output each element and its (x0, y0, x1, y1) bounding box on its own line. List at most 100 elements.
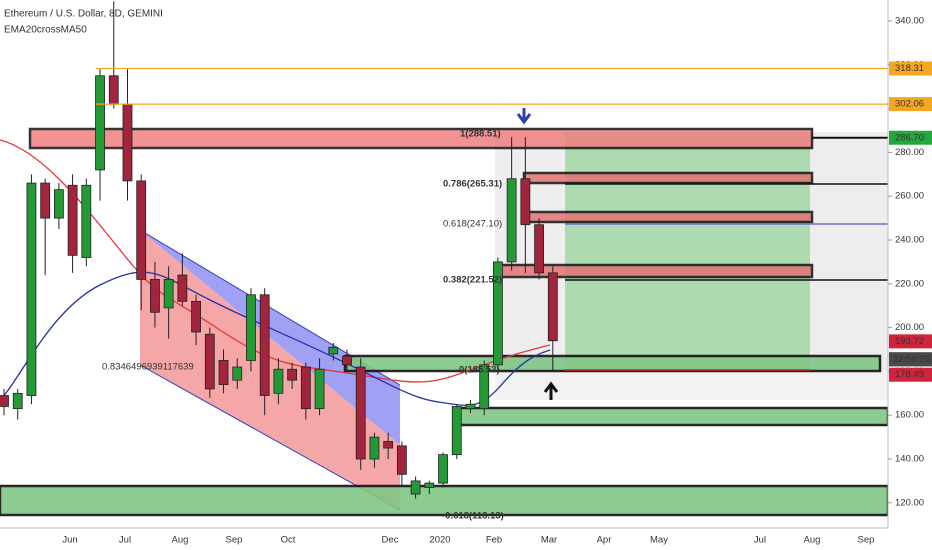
candles (0, 1, 558, 499)
x-tick-label: Jul (754, 535, 766, 546)
candle-body (396, 445, 407, 475)
x-tick-label: Apr (597, 535, 612, 546)
candle-body (40, 182, 51, 219)
candle-body (369, 436, 380, 460)
candle-body (12, 392, 23, 410)
x-tick-label: Feb (486, 535, 502, 546)
y-tick-label: 120.00 (895, 497, 924, 508)
indicator-label: EMA20crossMA50 (4, 25, 87, 36)
candle-body (0, 395, 9, 407)
price-label-bg (889, 367, 932, 382)
countdown: 22:59:25 (893, 354, 930, 365)
candle-body (355, 366, 366, 460)
candle-body (150, 279, 160, 313)
annotation: 0.618(247.10) (443, 219, 502, 230)
resistance-zone (522, 171, 814, 185)
candle-body (26, 182, 37, 396)
candle-body (438, 454, 448, 484)
candle-body (451, 406, 462, 456)
candle-body (287, 368, 298, 381)
candle-body (218, 360, 229, 385)
resistance-zone (498, 263, 814, 279)
annotation: 0.786(265.31) (443, 179, 502, 190)
candle-body (163, 279, 174, 309)
price-label: 302.06 (895, 99, 924, 110)
resistance-zone (28, 127, 814, 150)
arrow-down (516, 108, 532, 125)
candle-body (493, 261, 503, 366)
target-zone (565, 132, 810, 370)
x-tick-label: Jul (119, 535, 131, 546)
channel-lower (140, 230, 400, 510)
y-tick-label: 240.00 (895, 235, 924, 246)
y-tick-label: 160.00 (895, 410, 924, 421)
price-label: 193.72 (895, 336, 924, 347)
y-tick-label: 140.00 (895, 454, 924, 465)
price-label: 178.49 (895, 369, 924, 380)
range-zone (495, 370, 888, 400)
candle-body (520, 178, 531, 226)
price-label-bg (889, 97, 932, 112)
price-label: 318.31 (895, 63, 924, 74)
candle-body (506, 178, 517, 263)
y-tick-label: 260.00 (895, 191, 924, 202)
candle-body (383, 441, 394, 449)
x-tick-label: 2020 (429, 535, 450, 546)
price-axis-bg (888, 0, 932, 550)
candle-body (479, 364, 490, 410)
candle-body (465, 403, 476, 410)
candle-body (300, 366, 311, 410)
candle-body (342, 355, 352, 366)
x-tick-label: Oct (281, 535, 296, 546)
candle-body (232, 366, 243, 381)
price-label-bg (889, 334, 932, 349)
annotation: 0(185.53) (459, 365, 500, 376)
candle-body (246, 294, 256, 361)
range-zone (810, 132, 888, 370)
y-tick-label: 200.00 (895, 322, 924, 333)
axes: 340.00320.00300.00280.00260.00240.00220.… (62, 16, 932, 546)
candle-body (424, 482, 435, 488)
y-tick-label: 280.00 (895, 147, 924, 158)
candle-body (53, 189, 64, 219)
candle-body (108, 75, 119, 105)
candle-body (95, 75, 105, 171)
x-tick-label: Aug (804, 535, 821, 546)
support-zone (458, 406, 890, 427)
candle-body (122, 103, 133, 182)
support-zone (343, 354, 882, 373)
annotation: 0.8346496939117639 (102, 362, 194, 373)
candle-body (259, 294, 270, 396)
x-tick-label: Jun (62, 535, 77, 546)
resistance-zone (522, 210, 814, 224)
candle-body (273, 368, 284, 394)
candle-body (410, 480, 421, 495)
y-tick-label: 220.00 (895, 278, 924, 289)
candle-body (177, 274, 188, 302)
annotations: 1(288.51) 0.786(265.31) 0.618(247.10) 0.382… (102, 129, 504, 522)
y-tick-label: 340.00 (895, 16, 924, 27)
candle-body (204, 333, 215, 390)
x-tick-label: Dec (382, 535, 399, 546)
arrow-up (543, 381, 559, 400)
annotation: -0.618(113.13) (442, 511, 504, 522)
candle-body (328, 346, 339, 355)
annotation: 0.382(221.52) (443, 275, 502, 286)
candle-body (314, 368, 325, 410)
price-label: 286.70 (895, 132, 924, 143)
candle-body (136, 180, 147, 280)
countdown-bg (889, 352, 932, 367)
x-tick-label: Mar (541, 535, 557, 546)
drawings (0, 108, 890, 517)
annotation: 1(288.51) (460, 129, 501, 140)
chart-title: Ethereum / U.S. Dollar, 8D, GEMINI (4, 9, 163, 20)
price-label-bg (889, 61, 932, 76)
x-tick-label: Sep (226, 535, 243, 546)
candle-body (67, 184, 78, 256)
candle-body (547, 272, 558, 342)
price-label-bg (889, 130, 932, 145)
candle-body (191, 300, 201, 333)
x-tick-label: May (650, 535, 668, 546)
price-lines (96, 67, 888, 139)
